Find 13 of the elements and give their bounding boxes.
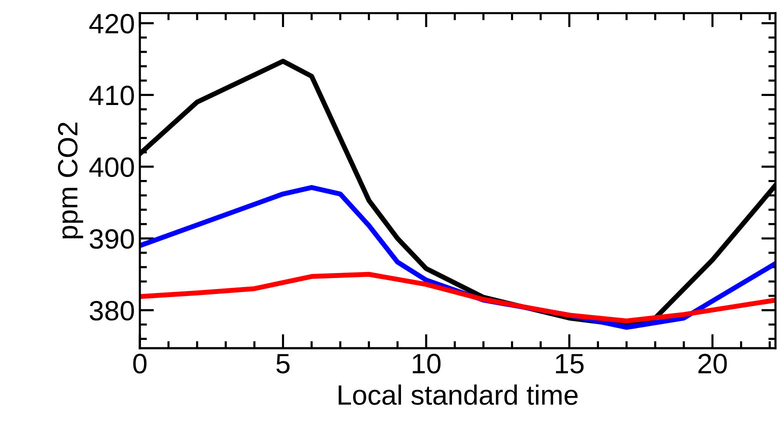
y-tick-label: 380 [90, 300, 134, 321]
y-axis-title: ppm CO2 [58, 122, 84, 238]
x-tick-label: 10 [412, 354, 441, 374]
x-tick-label: 20 [698, 354, 727, 374]
y-tick-label: 410 [89, 86, 134, 106]
x-tick-label: 0 [133, 354, 146, 374]
y-tick-label: 400 [89, 157, 134, 178]
y-tick-label: 390 [90, 229, 134, 249]
x-tick-label: 15 [556, 354, 584, 374]
x-axis-title: Local standard time [338, 384, 578, 405]
line-series [140, 272, 776, 324]
x-tick-label: 5 [276, 354, 290, 374]
y-tick-label: 420 [89, 14, 134, 34]
